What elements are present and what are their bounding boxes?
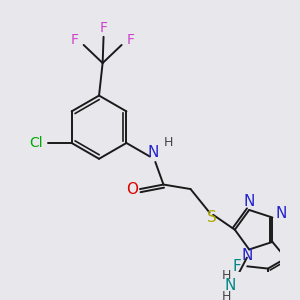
Text: H: H	[164, 136, 174, 149]
Text: O: O	[126, 182, 138, 196]
Text: N: N	[224, 278, 236, 293]
Text: N: N	[244, 194, 255, 209]
Text: N: N	[276, 206, 287, 221]
Text: F: F	[100, 21, 107, 35]
Text: F: F	[70, 32, 79, 46]
Text: Cl: Cl	[30, 136, 43, 150]
Text: H: H	[222, 269, 231, 282]
Text: N: N	[242, 248, 253, 263]
Text: F: F	[127, 32, 135, 46]
Text: S: S	[207, 211, 217, 226]
Text: N: N	[148, 146, 159, 160]
Text: H: H	[222, 290, 231, 300]
Text: F: F	[233, 259, 242, 274]
